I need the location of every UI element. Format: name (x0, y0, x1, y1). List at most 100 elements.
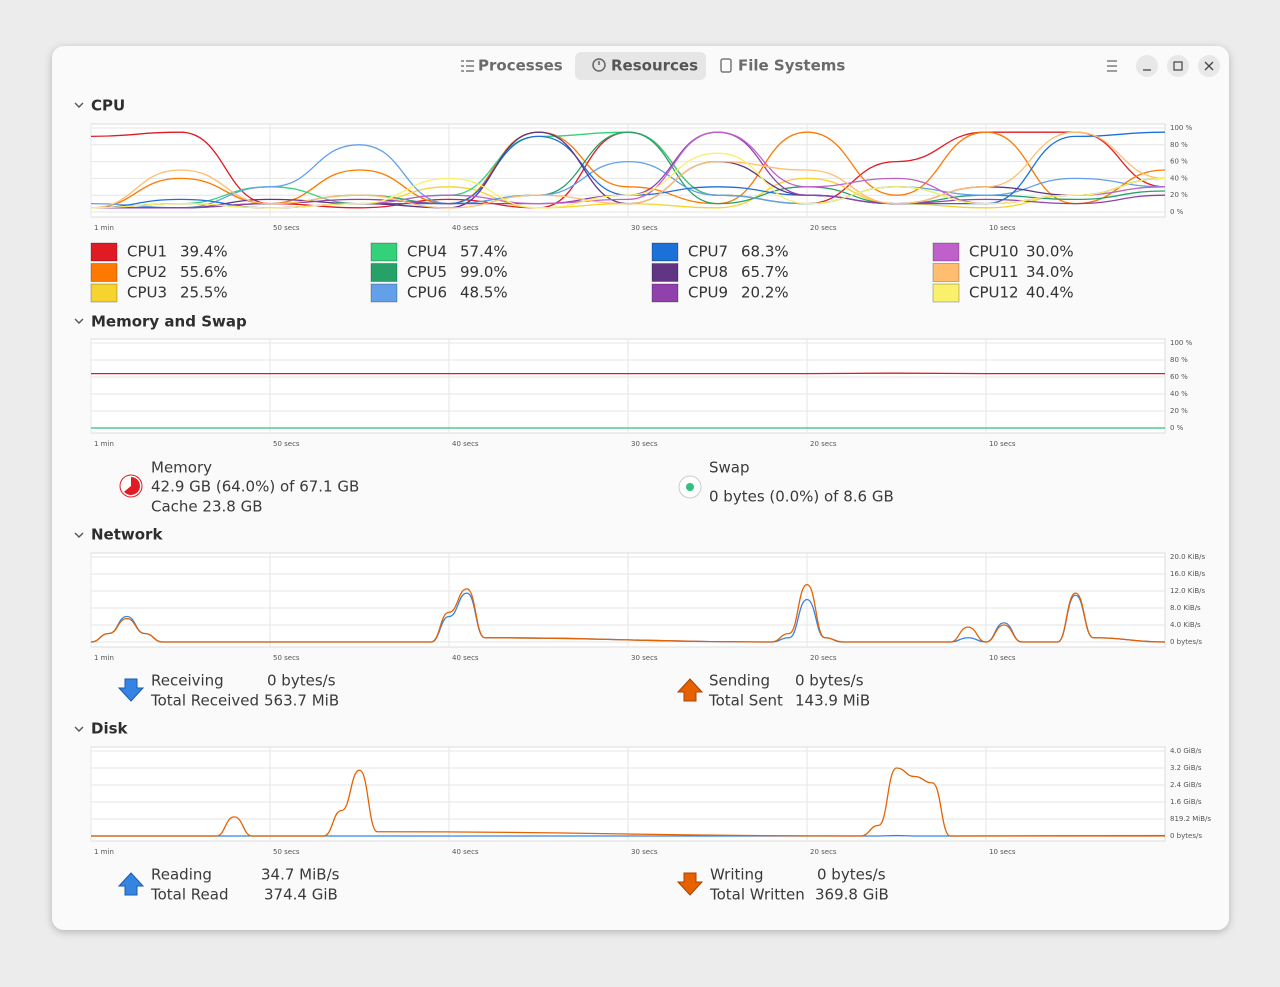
legend-swatch (651, 283, 679, 303)
tab-icon (720, 58, 732, 73)
writing-icon (676, 872, 704, 896)
tab-label: Processes (478, 57, 563, 75)
y-tick-label: 80 % (1170, 356, 1188, 364)
legend-name: CPU5 (407, 263, 447, 281)
y-tick-label: 3.2 GiB/s (1170, 764, 1202, 772)
legend-value: 99.0% (460, 263, 508, 281)
receiving-rate: 0 bytes/s (267, 672, 336, 690)
x-tick-label: 10 secs (989, 848, 1016, 856)
writing-rate: 0 bytes/s (817, 866, 886, 884)
menu-button[interactable] (1107, 60, 1117, 72)
y-tick-label: 40 % (1170, 390, 1188, 398)
reading-icon (117, 872, 145, 896)
y-tick-label: 60 % (1170, 373, 1188, 381)
section-header[interactable]: CPU (74, 97, 125, 115)
legend-swatch (932, 283, 960, 303)
memory-cache: Cache 23.8 GB (151, 498, 263, 516)
x-tick-label: 20 secs (810, 440, 837, 448)
legend-name: CPU3 (127, 284, 167, 302)
x-tick-label: 10 secs (989, 224, 1016, 232)
tab[interactable]: Resources (592, 57, 698, 75)
chevron (74, 102, 84, 108)
legend-value: 30.0% (1026, 243, 1074, 261)
x-tick-label: 1 min (94, 848, 114, 856)
y-tick-label: 0 bytes/s (1170, 832, 1202, 840)
section-header[interactable]: Disk (74, 720, 129, 738)
x-tick-label: 30 secs (631, 224, 658, 232)
total-written-label: Total Written (709, 886, 805, 904)
legend-name: CPU7 (688, 243, 728, 261)
y-tick-label: 0 bytes/s (1170, 638, 1202, 646)
y-tick-label: 4.0 KiB/s (1170, 621, 1201, 629)
tab[interactable]: Processes (461, 57, 563, 75)
sending-icon (676, 678, 704, 702)
legend-name: CPU12 (969, 284, 1019, 302)
memory-label: Memory (151, 459, 212, 477)
sending-rate: 0 bytes/s (795, 672, 864, 690)
section-title: Memory and Swap (91, 313, 247, 331)
chevron (74, 726, 84, 732)
series-line (90, 583, 1166, 643)
legend-swatch (90, 242, 118, 262)
legend-swatch (90, 263, 118, 282)
legend-swatch (651, 263, 679, 282)
legend-value: 34.0% (1026, 263, 1074, 281)
legend-value: 68.3% (741, 243, 789, 261)
legend-swatch (932, 263, 960, 282)
writing-label: Writing (710, 866, 764, 884)
series-line (90, 152, 1166, 209)
y-tick-label: 4.0 GiB/s (1170, 747, 1202, 755)
y-tick-label: 1.6 GiB/s (1170, 798, 1202, 806)
x-tick-label: 1 min (94, 224, 114, 232)
legend-value: 57.4% (460, 243, 508, 261)
y-tick-label: 40 % (1170, 174, 1188, 182)
total-read: 374.4 GiB (264, 886, 338, 904)
legend-swatch (90, 283, 118, 303)
chevron (74, 318, 84, 324)
reading-rate: 34.7 MiB/s (261, 866, 340, 884)
legend-name: CPU9 (688, 284, 728, 302)
x-tick-label: 1 min (94, 440, 114, 448)
tab-label: Resources (611, 57, 698, 75)
legend-name: CPU2 (127, 263, 167, 281)
y-tick-label: 0 % (1170, 424, 1184, 432)
x-tick-label: 20 secs (810, 654, 837, 662)
legend-swatch (651, 242, 679, 262)
x-tick-label: 50 secs (273, 440, 300, 448)
y-tick-label: 100 % (1170, 339, 1193, 347)
legend-value: 20.2% (741, 284, 789, 302)
x-tick-label: 20 secs (810, 848, 837, 856)
total-read-label: Total Read (150, 886, 229, 904)
receiving-icon (117, 678, 145, 702)
tab-icon (592, 58, 606, 72)
active-tab-bg (575, 52, 706, 80)
x-tick-label: 50 secs (273, 848, 300, 856)
y-tick-label: 8.0 KiB/s (1170, 604, 1201, 612)
maximize-button[interactable] (1167, 55, 1189, 77)
maximize-icon (1173, 61, 1183, 71)
x-tick-label: 50 secs (273, 654, 300, 662)
x-tick-label: 30 secs (631, 440, 658, 448)
legend-name: CPU10 (969, 243, 1019, 261)
x-tick-label: 10 secs (989, 654, 1016, 662)
tab[interactable]: File Systems (720, 57, 845, 75)
x-tick-label: 1 min (94, 654, 114, 662)
section-header[interactable]: Network (74, 526, 163, 544)
y-tick-label: 819.2 MiB/s (1170, 815, 1211, 823)
y-tick-label: 60 % (1170, 158, 1188, 166)
x-tick-label: 40 secs (452, 654, 479, 662)
total-written: 369.8 GiB (815, 886, 889, 904)
series-line (90, 144, 1166, 209)
series-line (90, 131, 1166, 209)
y-tick-label: 12.0 KiB/s (1170, 587, 1206, 595)
swap-usage: 0 bytes (0.0%) of 8.6 GB (709, 488, 894, 506)
minimize-button[interactable] (1136, 55, 1158, 77)
legend-name: CPU8 (688, 263, 728, 281)
legend-swatch (370, 263, 398, 282)
receiving-label: Receiving (151, 672, 224, 690)
section-header[interactable]: Memory and Swap (74, 313, 247, 331)
y-tick-label: 80 % (1170, 141, 1188, 149)
swap-icon-dot (686, 483, 694, 491)
legend-name: CPU1 (127, 243, 167, 261)
